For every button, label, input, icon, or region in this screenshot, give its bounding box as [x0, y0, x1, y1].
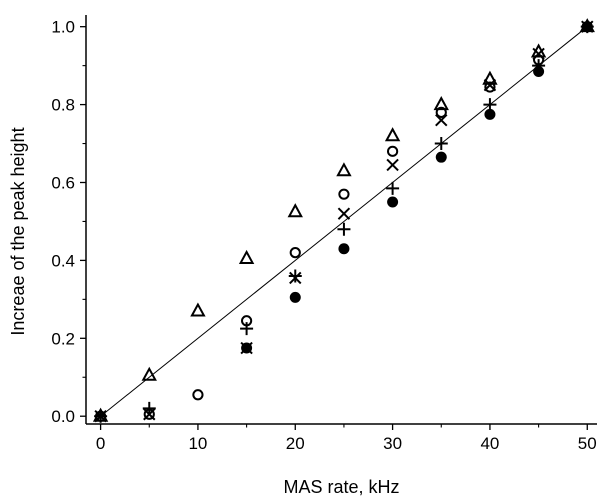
- data-points: [92, 18, 595, 423]
- x-marker: [532, 47, 545, 61]
- y-tick-label: 0.8: [51, 96, 75, 115]
- filled-circle-marker: [338, 243, 350, 255]
- filled-circle-marker: [241, 342, 253, 354]
- x-marker: [337, 207, 351, 220]
- plus-marker: [288, 269, 302, 283]
- filled-circle-marker: [484, 108, 496, 120]
- x-tick-label: 0: [96, 434, 105, 453]
- open-circle-marker: [387, 145, 399, 157]
- plus-marker: [142, 401, 156, 415]
- triangle-marker: [336, 162, 352, 177]
- plus-marker: [337, 222, 351, 236]
- open-circle-marker: [192, 389, 204, 401]
- triangle-marker: [384, 127, 401, 142]
- filled-circle-marker: [289, 291, 301, 303]
- triangle-marker: [141, 366, 157, 381]
- fit-line: [100, 26, 588, 417]
- x-marker: [435, 113, 448, 127]
- filled-circle-marker: [387, 196, 399, 208]
- filled-circle-marker: [533, 65, 545, 77]
- x-marker: [483, 78, 497, 92]
- plus-marker: [240, 322, 254, 336]
- triangle-marker: [190, 302, 206, 317]
- x-tick-label: 50: [578, 434, 597, 453]
- x-tick-label: 30: [383, 434, 402, 453]
- filled-circle-marker: [581, 21, 593, 33]
- x-tick-label: 20: [286, 434, 305, 453]
- x-tick-label: 10: [188, 434, 207, 453]
- open-circle-marker: [338, 188, 350, 200]
- open-circle-marker: [289, 247, 301, 259]
- plus-marker: [386, 181, 400, 195]
- open-circle-marker: [484, 81, 496, 93]
- y-tick-label: 0.4: [51, 251, 75, 270]
- y-axis-ticks: 0.0 0.2 0.4 0.6 0.8 1.0: [51, 18, 86, 426]
- plus-marker: [94, 409, 108, 423]
- plus-marker: [434, 137, 448, 151]
- y-tick-label: 1.0: [51, 18, 75, 37]
- y-tick-label: 0.0: [51, 407, 75, 426]
- triangle-marker: [433, 96, 449, 111]
- reference-line: [100, 26, 588, 417]
- plot-frame: [85, 15, 597, 425]
- filled-circle-marker: [435, 151, 447, 163]
- y-axis-title: Increae of the peak height: [8, 127, 28, 335]
- x-axis-ticks: 0 10 20 30 40 50: [96, 424, 597, 453]
- x-tick-label: 40: [480, 434, 499, 453]
- triangle-marker: [238, 249, 255, 264]
- y-tick-label: 0.6: [51, 173, 75, 192]
- open-circle-marker: [435, 106, 447, 118]
- y-tick-label: 0.2: [51, 329, 75, 348]
- x-marker: [386, 158, 399, 172]
- x-axis-title: MAS rate, kHz: [283, 477, 399, 497]
- triangle-marker: [287, 203, 303, 218]
